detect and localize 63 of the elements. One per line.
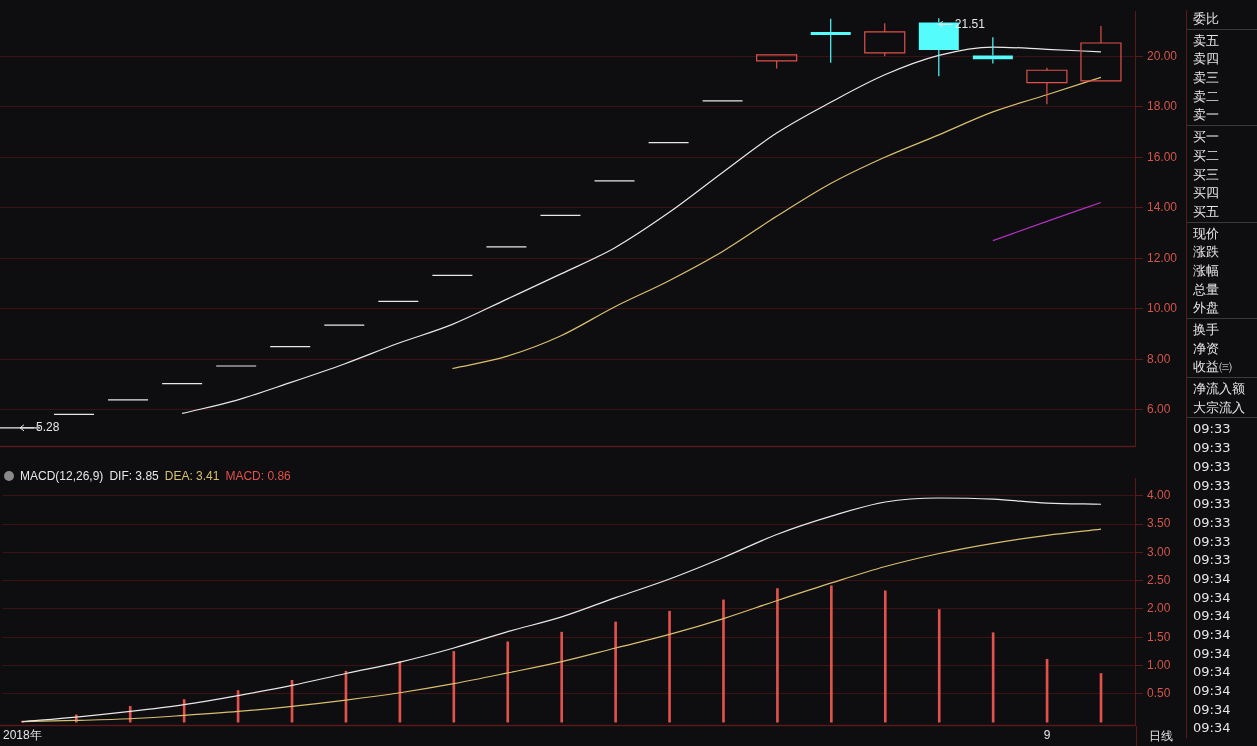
text: 买四 [1192,184,1220,203]
y-tick-label: 10.00 [1147,301,1178,316]
y-tick-label: 2.50 [1147,572,1171,587]
text: 卖三 [1192,69,1220,88]
text: 09:33 [1192,513,1232,532]
text: 净资 [1192,339,1220,358]
y-tick-label: 16.00 [1147,149,1178,164]
chart-title: MACD(12,26,9) [20,469,104,483]
y-tick-label: 12.00 [1147,250,1178,265]
y-tick-label: 0.50 [1147,686,1171,701]
y-tick-label: 8.00 [1147,351,1171,366]
text: 外盘 [1187,299,1257,319]
text: 大宗流入 [1187,398,1257,419]
text: 收益㈢ [1187,358,1257,379]
x-tick-label: 2018年 [3,727,42,742]
text: 总量 [1192,280,1220,299]
text: 卖一 [1187,106,1257,127]
annotation: 5.28 [36,420,60,435]
text: 净流入额 [1192,380,1246,399]
text: MACD: 0.86 [225,469,291,483]
text: 买三 [1192,165,1220,184]
text: 09:34 [1192,719,1232,738]
x-tick-label: 9 [1043,727,1051,742]
y-tick-label: 20.00 [1147,48,1178,63]
y-tick-label: 1.00 [1147,657,1171,672]
y-tick-label: 6.00 [1147,401,1171,416]
text: 卖五 [1192,31,1220,50]
text: 换手 [1192,321,1220,339]
text: 涨跌 [1192,243,1220,262]
text: DEA: 3.41 [164,469,220,483]
y-tick-label: 1.50 [1147,629,1171,644]
text: 买一 [1192,128,1220,147]
y-tick-label: 14.00 [1147,200,1178,215]
text: 卖二 [1192,87,1220,106]
annotation: 21.51 [954,16,986,31]
text: 09:34 [1192,607,1232,626]
y-tick-label: 3.00 [1147,544,1171,559]
text: 09:34 [1192,700,1232,719]
text: 09:33 [1192,457,1232,476]
y-tick-label: 4.00 [1147,488,1171,503]
text: 09:34 [1192,663,1232,682]
text: 卖四 [1192,50,1220,69]
text: 买五 [1187,202,1257,223]
y-tick-label: 2.00 [1147,601,1171,616]
text: 现价 [1192,224,1220,243]
text: 09:33 [1192,495,1232,514]
y-tick-label: 18.00 [1147,99,1178,114]
text: 委比 [1187,10,1257,30]
text: DIF: 3.85 [109,469,159,483]
text: 买二 [1192,146,1220,165]
text: 日线 [1136,726,1185,746]
text: 09:34 [1192,569,1232,588]
text: 09:34 [1192,588,1232,607]
text: 09:33 [1192,439,1232,458]
text: 09:33 [1192,476,1232,495]
text: 09:34 [1192,644,1232,663]
text: 涨幅 [1192,261,1220,280]
y-tick-label: 3.50 [1147,516,1171,531]
text: 09:33 [1192,420,1232,439]
text: 09:33 [1192,551,1232,570]
text: 09:34 [1192,626,1232,644]
text: 09:34 [1192,682,1232,701]
text: 09:33 [1192,532,1232,551]
